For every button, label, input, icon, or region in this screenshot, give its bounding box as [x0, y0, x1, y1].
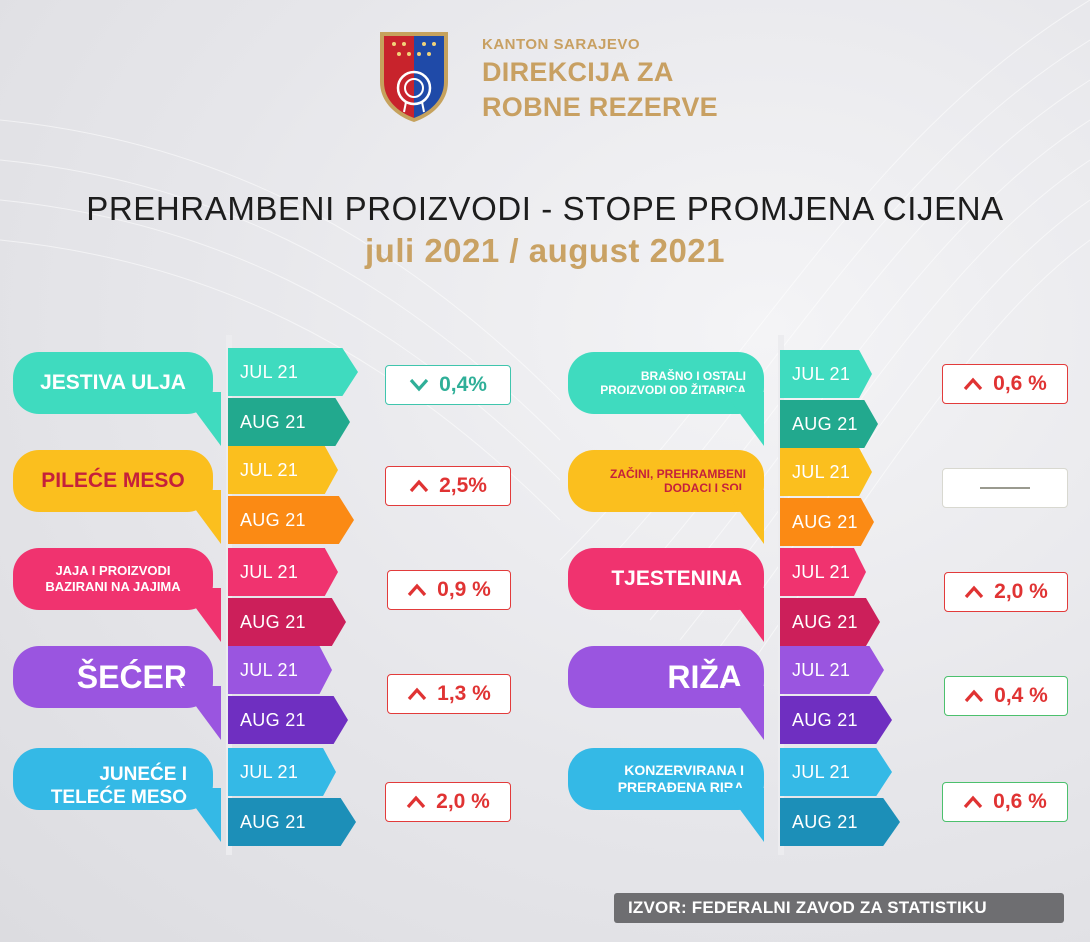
bubble-tail — [181, 588, 221, 642]
month-aug: AUG 21 — [228, 598, 346, 646]
bubble-tail — [724, 490, 764, 544]
month-jul: JUL 21 — [228, 646, 332, 694]
page-subtitle: juli 2021 / august 2021 — [365, 232, 725, 269]
org-line-1: DIREKCIJA ZA — [482, 57, 674, 87]
month-aug: AUG 21 — [228, 798, 356, 846]
page-title: PREHRAMBENI PROIZVODI - STOPE PROMJENA C… — [86, 190, 1004, 227]
month-aug: AUG 21 — [780, 696, 892, 744]
change-box: 1,3 % — [387, 674, 511, 714]
change-box: 2,5% — [385, 466, 511, 506]
organization-name: KANTON SARAJEVO DIREKCIJA ZA ROBNE REZER… — [482, 36, 718, 123]
category-label: ZAČINI, PREHRAMBENI DODACI I SOL — [568, 450, 764, 512]
arrow-up-icon — [409, 479, 429, 493]
category-label: RIŽA — [568, 646, 764, 708]
month-aug: AUG 21 — [780, 400, 878, 448]
month-jul: JUL 21 — [228, 548, 338, 596]
category-label: PILEĆE MESO — [13, 450, 213, 512]
arrow-down-icon — [409, 378, 429, 392]
month-jul: JUL 21 — [780, 448, 872, 496]
bubble-tail — [724, 588, 764, 642]
month-jul: JUL 21 — [228, 348, 358, 396]
change-box: 0,6 % — [942, 782, 1068, 822]
month-jul: JUL 21 — [228, 748, 336, 796]
change-box: 0,9 % — [387, 570, 511, 610]
month-aug: AUG 21 — [228, 496, 354, 544]
arrow-up-icon — [407, 583, 427, 597]
no-change-dash-icon — [980, 487, 1030, 489]
category-label: JESTIVA ULJA — [13, 352, 213, 414]
category-label: JAJA I PROIZVODI BAZIRANI NA JAJIMA — [13, 548, 213, 610]
month-jul: JUL 21 — [780, 350, 872, 398]
bubble-tail — [181, 392, 221, 446]
month-jul: JUL 21 — [228, 446, 338, 494]
month-jul: JUL 21 — [780, 646, 884, 694]
bubble-tail — [724, 788, 764, 842]
bubble-tail — [724, 686, 764, 740]
change-box: 2,0 % — [944, 572, 1068, 612]
month-aug: AUG 21 — [780, 498, 874, 546]
bubble-tail — [181, 490, 221, 544]
change-box: 0,4% — [385, 365, 511, 405]
arrow-up-icon — [406, 795, 426, 809]
arrow-up-icon — [963, 795, 983, 809]
category-label: ŠEĆER — [13, 646, 213, 708]
org-small-label: KANTON SARAJEVO — [482, 36, 641, 53]
change-box: 0,6 % — [942, 364, 1068, 404]
bubble-tail — [181, 686, 221, 740]
category-label: BRAŠNO I OSTALI PROIZVODI OD ŽITARICA — [568, 352, 764, 414]
category-label: TJESTENINA — [568, 548, 764, 610]
change-box: 2,0 % — [385, 782, 511, 822]
bubble-tail — [724, 392, 764, 446]
change-box: 0,4 % — [944, 676, 1068, 716]
month-jul: JUL 21 — [780, 548, 866, 596]
month-aug: AUG 21 — [780, 798, 900, 846]
month-jul: JUL 21 — [780, 748, 892, 796]
month-aug: AUG 21 — [228, 696, 348, 744]
category-label: KONZERVIRANA I PRERAĐENA RIBA — [568, 748, 764, 810]
change-box-no-change — [942, 468, 1068, 508]
arrow-up-icon — [964, 689, 984, 703]
org-line-2: ROBNE REZERVE — [482, 92, 718, 122]
source-label: IZVOR: FEDERALNI ZAVOD ZA STATISTIKU — [614, 893, 1064, 923]
category-label: JUNEĆE I TELEĆE MESO — [13, 748, 213, 810]
arrow-up-icon — [964, 585, 984, 599]
month-aug: AUG 21 — [780, 598, 880, 646]
coat-of-arms-logo — [380, 32, 448, 122]
arrow-up-icon — [407, 687, 427, 701]
month-aug: AUG 21 — [228, 398, 350, 446]
arrow-up-icon — [963, 377, 983, 391]
bubble-tail — [181, 788, 221, 842]
